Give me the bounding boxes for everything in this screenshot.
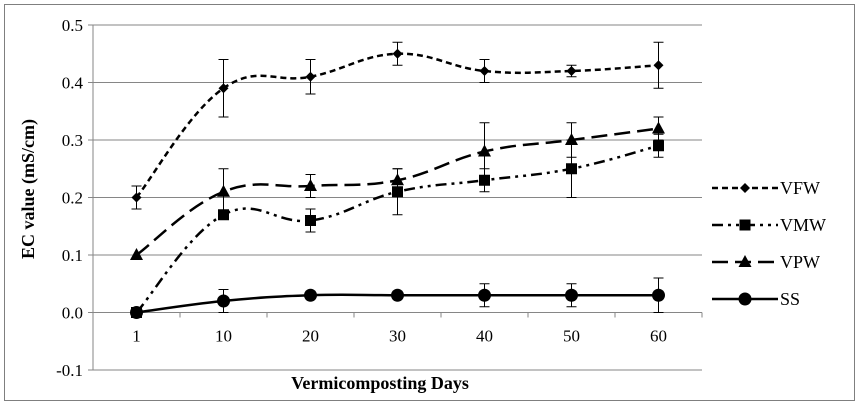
- legend-item-vmw: VMW: [712, 215, 826, 235]
- y-tick-label: 0.1: [62, 246, 83, 265]
- y-tick-label: 0.3: [62, 131, 83, 150]
- x-tick-label: 20: [302, 327, 319, 346]
- data-point-vfw: [653, 60, 664, 71]
- data-point-vfw: [479, 66, 490, 76]
- data-point-vmw: [653, 140, 664, 152]
- data-point-ss: [478, 288, 491, 302]
- legend-marker: [738, 292, 752, 306]
- series-vfw: [131, 41, 664, 210]
- data-point-vmw: [305, 215, 316, 226]
- y-tick-labels: -0.1 0.0 0.1 0.2 0.3 0.4 0.5: [56, 16, 83, 380]
- data-point-vpw: [304, 179, 317, 191]
- data-point-ss: [130, 306, 143, 319]
- data-point-vpw: [565, 133, 578, 145]
- chart-frame: [4, 4, 855, 401]
- data-point-vfw: [392, 48, 403, 59]
- y-tick-label: -0.1: [56, 361, 83, 380]
- series-vpw: [130, 116, 665, 260]
- data-point-vpw: [391, 173, 404, 186]
- x-tick-label: 40: [476, 327, 493, 346]
- x-tick-label: 30: [389, 327, 406, 346]
- x-axis-title: Vermicomposting Days: [291, 373, 469, 393]
- data-point-ss: [391, 288, 404, 302]
- legend-marker: [738, 255, 752, 267]
- grid-lines: [93, 24, 702, 371]
- y-tick-label: 0.4: [62, 74, 84, 93]
- data-point-vfw: [566, 66, 577, 76]
- data-point-vpw: [478, 144, 491, 157]
- y-axis-title: EC value (mS/cm): [18, 119, 39, 259]
- x-tick-label: 50: [563, 327, 580, 346]
- x-tick-label: 60: [650, 327, 667, 346]
- x-tick-labels: 1 10 20 30 40 50 60: [132, 327, 667, 346]
- series-line-vfw: [135, 52, 659, 199]
- data-point-vmw: [566, 163, 577, 175]
- y-tick-label: 0.2: [62, 189, 83, 208]
- legend-label: SS: [780, 289, 800, 309]
- series-layer: [130, 41, 665, 319]
- data-point-vfw: [218, 83, 229, 94]
- legend: VFW VMW VPW SS: [712, 178, 826, 309]
- y-tick-label: 0.0: [62, 304, 83, 323]
- legend-label: VFW: [780, 178, 820, 198]
- legend-marker: [740, 183, 750, 193]
- legend-item-vpw: VPW: [712, 252, 820, 272]
- data-point-vpw: [130, 248, 143, 260]
- legend-label: VMW: [780, 215, 826, 235]
- series-ss: [130, 277, 665, 319]
- data-point-vpw: [652, 121, 665, 134]
- data-point-ss: [652, 288, 665, 302]
- data-point-ss: [304, 288, 317, 302]
- data-point-vpw: [217, 184, 230, 197]
- axes: [88, 24, 703, 371]
- x-tick-label: 1: [132, 327, 141, 346]
- legend-item-vfw: VFW: [712, 178, 820, 198]
- data-point-vfw: [305, 71, 316, 82]
- legend-item-ss: SS: [712, 289, 800, 309]
- legend-marker: [739, 219, 751, 231]
- data-point-ss: [565, 288, 578, 302]
- x-tick-label: 10: [215, 327, 232, 346]
- data-point-ss: [217, 294, 230, 308]
- legend-label: VPW: [780, 252, 820, 272]
- y-tick-label: 0.5: [62, 16, 83, 35]
- data-point-vfw: [131, 192, 142, 203]
